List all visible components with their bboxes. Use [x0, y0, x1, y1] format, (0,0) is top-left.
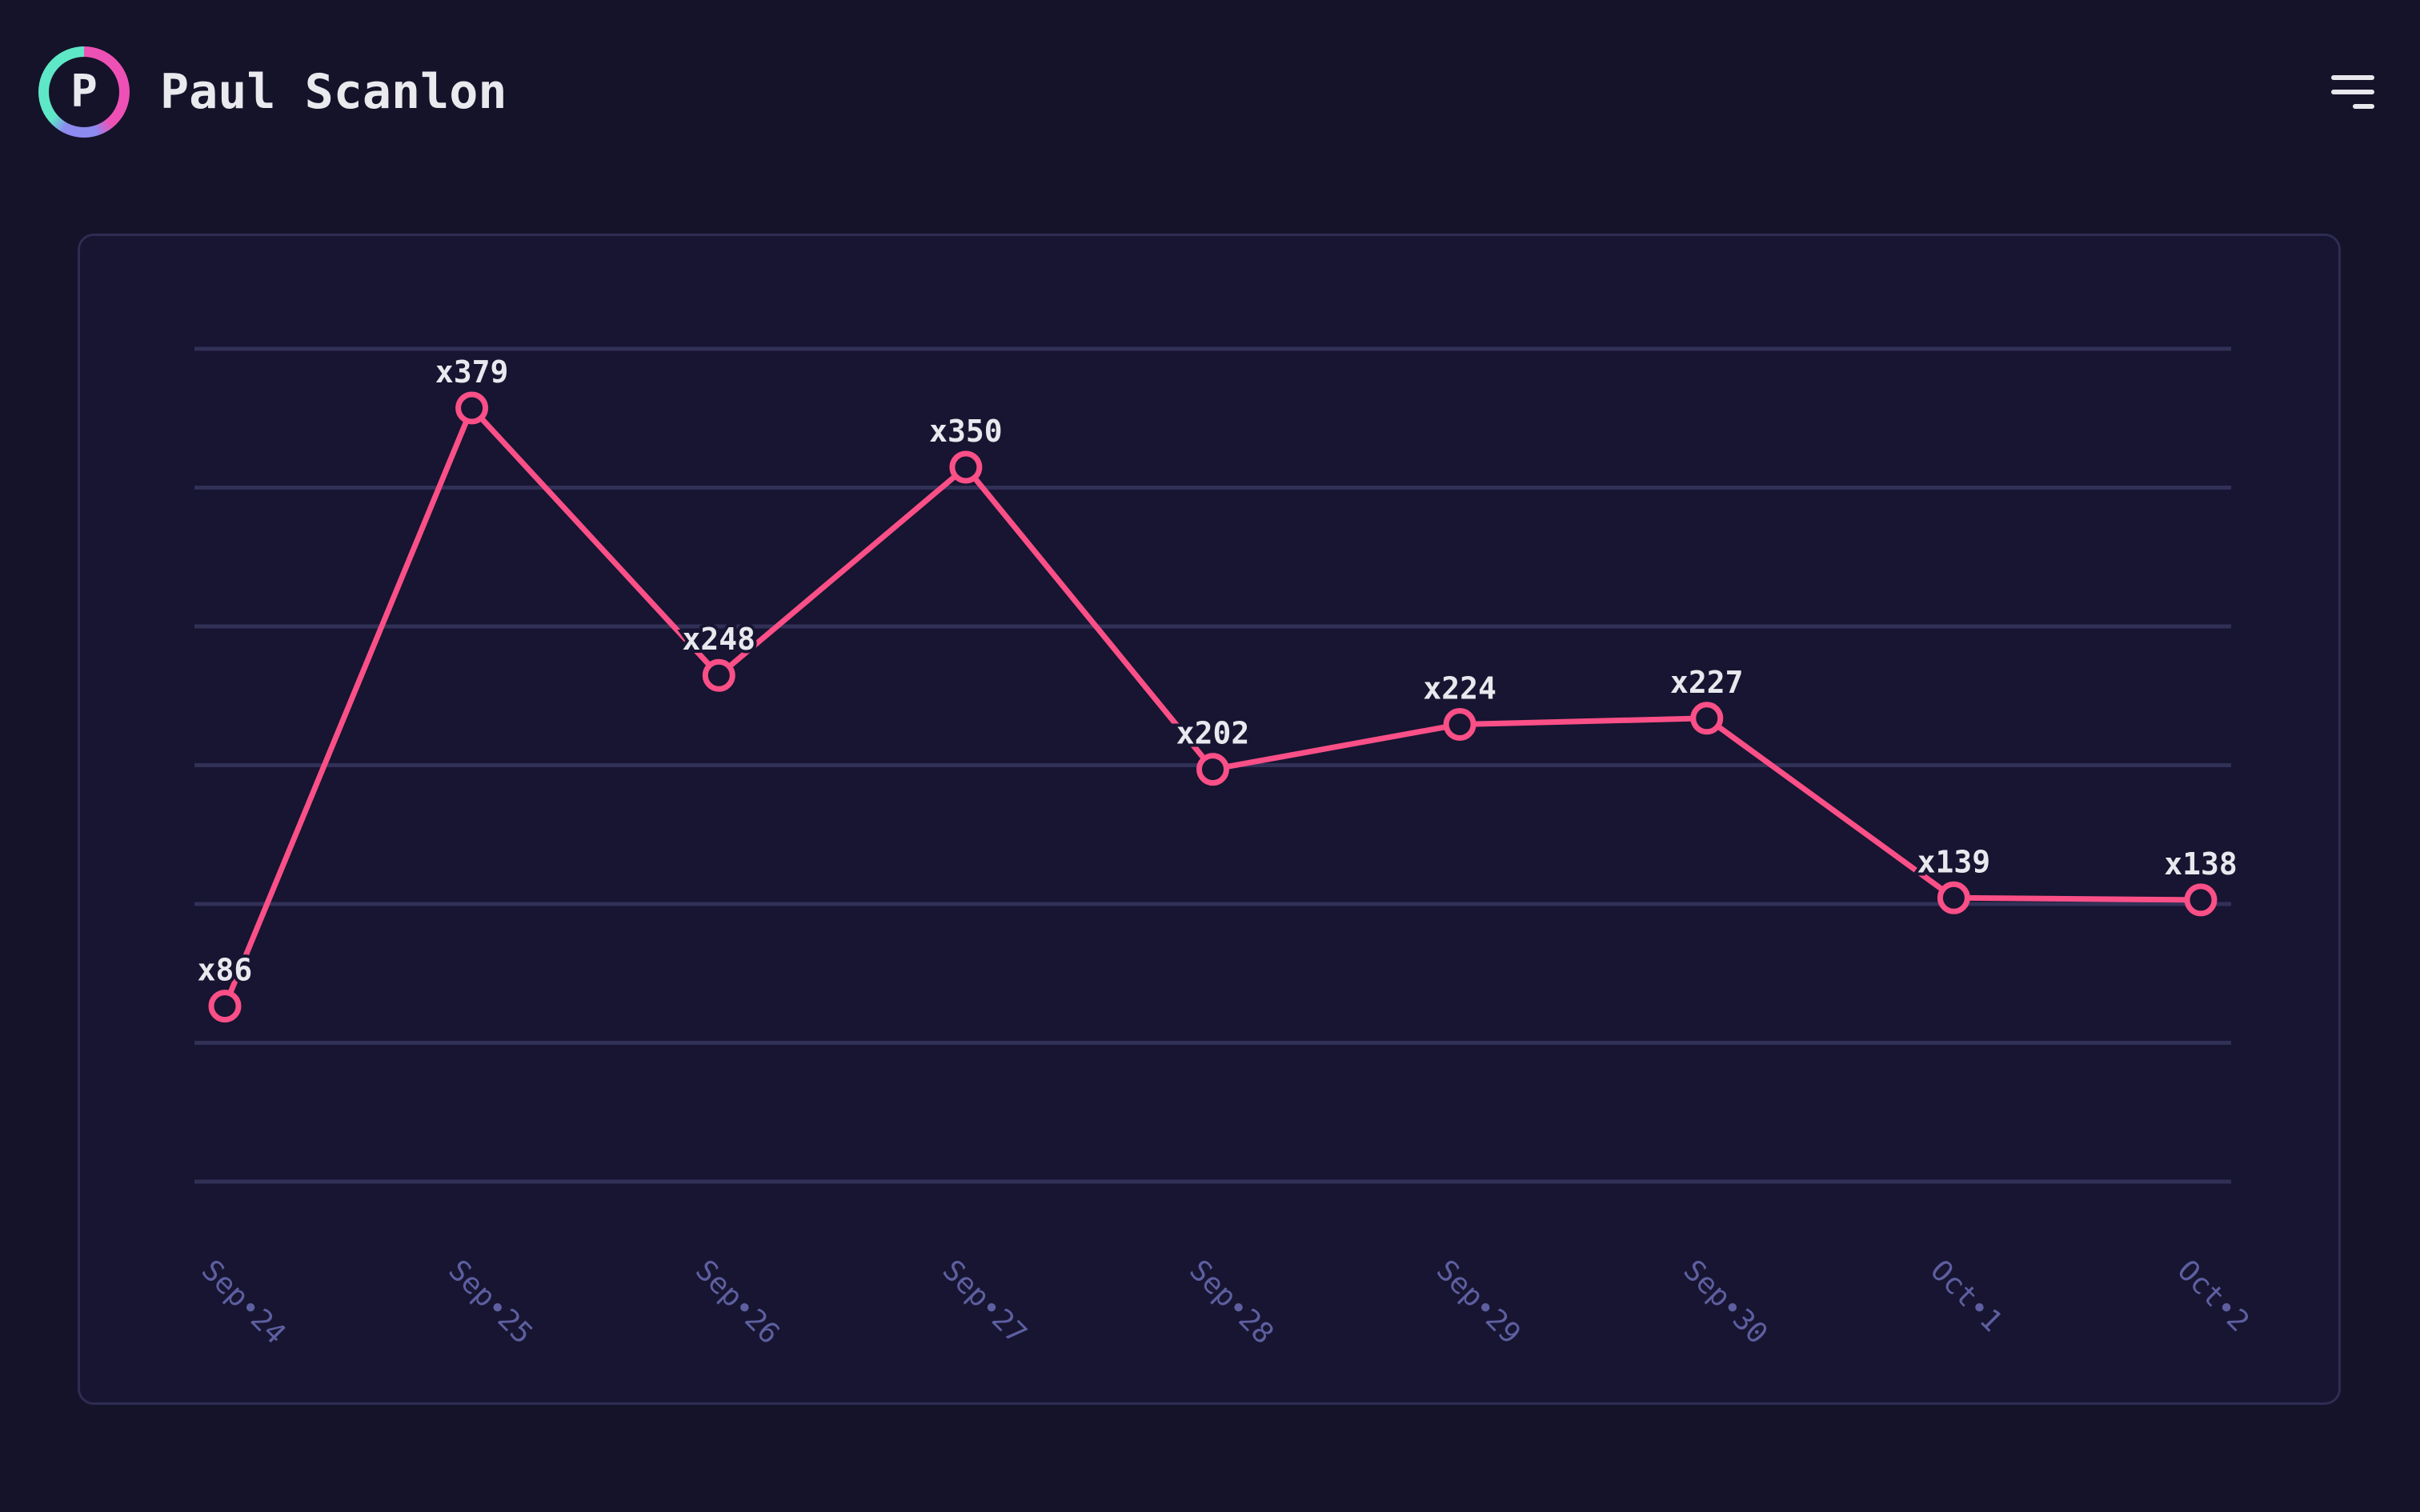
line-chart-svg: x86 x379 x248 x350 x202 x224 x227 x139 x138 Sep•2… [194, 346, 2256, 1350]
data-point-label: x379 [435, 354, 509, 390]
data-point-label: x350 [929, 414, 1003, 449]
x-axis-label: Oct•2 [2171, 1254, 2256, 1338]
menu-bar-top [2331, 75, 2374, 80]
avatar-initial: P [70, 66, 98, 118]
data-point-marker[interactable] [1196, 753, 1229, 786]
menu-button[interactable] [2331, 75, 2374, 109]
x-axis-label: Sep•30 [1677, 1254, 1773, 1350]
x-axis-label: Sep•28 [1183, 1254, 1280, 1350]
avatar-inner-disc: P [49, 57, 119, 127]
menu-bar-bottom [2353, 104, 2374, 109]
data-point-marker[interactable] [208, 990, 242, 1023]
user-name: Paul Scanlon [160, 64, 507, 120]
data-point-marker[interactable] [1690, 702, 1724, 735]
x-axis-label: Sep•29 [1430, 1254, 1527, 1350]
data-point-label: x227 [1670, 665, 1744, 700]
data-point-label: x138 [2164, 846, 2238, 882]
data-point-marker[interactable] [702, 658, 735, 692]
app-header: P Paul Scanlon [0, 0, 2420, 184]
data-point-label: x86 [198, 953, 253, 988]
data-point-label: x224 [1423, 671, 1496, 706]
menu-bar-middle [2331, 90, 2374, 94]
data-point-label: x248 [683, 622, 756, 657]
x-axis-label: Sep•26 [689, 1254, 786, 1350]
data-point-label: x202 [1176, 716, 1250, 751]
data-point-marker[interactable] [1443, 708, 1476, 741]
data-point-marker[interactable] [949, 450, 983, 484]
avatar[interactable]: P [38, 46, 130, 138]
hamburger-menu-icon [2331, 75, 2374, 109]
x-axis-label: Sep•25 [442, 1254, 539, 1350]
data-point-marker[interactable] [2184, 883, 2218, 917]
x-axis-label: Sep•27 [936, 1254, 1033, 1350]
data-point-marker[interactable] [1937, 881, 1970, 914]
chart-card: x86 x379 x248 x350 x202 x224 x227 x139 x138 Sep•2… [78, 234, 2341, 1405]
data-point-label: x139 [1917, 844, 1991, 879]
x-axis-label: Sep•24 [195, 1254, 292, 1350]
data-point-marker[interactable] [455, 391, 489, 425]
data-line [222, 405, 2204, 1010]
x-axis-label: Oct•1 [1924, 1254, 2009, 1338]
